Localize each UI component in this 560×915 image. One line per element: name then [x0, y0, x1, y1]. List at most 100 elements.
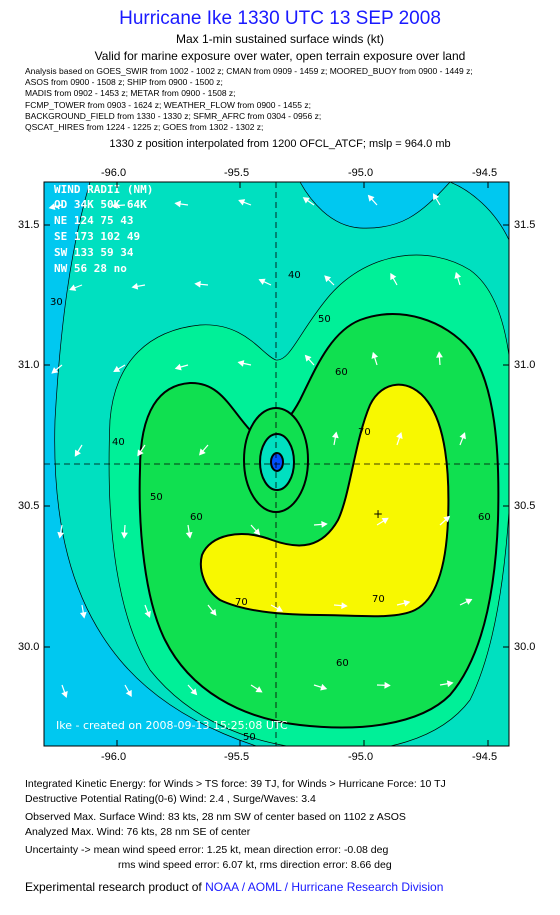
- wind-arrow-head: [48, 203, 56, 211]
- wind-arrow-head: [341, 602, 348, 609]
- subtitle-validity: Valid for marine exposure over water, op…: [94, 49, 466, 63]
- footer-prefix: Experimental research product of: [25, 880, 206, 894]
- source-line: ASOS from 0900 - 1508 z; SHIP from 0900 …: [25, 77, 223, 88]
- source-line: QSCAT_HIRES from 1224 - 1225 z; GOES fro…: [25, 122, 264, 133]
- wind-radii-title: WIND RADII (NM): [54, 183, 153, 196]
- wind-arrow-head: [74, 449, 81, 457]
- lat-tick-right: 31.5: [514, 219, 536, 231]
- wind-arrow-head: [432, 193, 440, 201]
- wind-arrow-head: [446, 680, 454, 688]
- lat-tick-right: 31.0: [514, 359, 536, 371]
- contour-label: 70: [235, 597, 248, 608]
- wind-arrow-head: [443, 515, 451, 523]
- wind-arrow-head: [199, 448, 206, 456]
- page-title: Hurricane Ike 1330 UTC 13 SEP 2008: [119, 8, 441, 29]
- contour-labels: 40 50 60 70 30 40 50 60 70 60 70 60 50: [50, 270, 491, 743]
- lat-tick-right: 30.0: [514, 641, 536, 653]
- contour-label: 60: [478, 512, 491, 523]
- wind-arrow-head: [111, 202, 118, 209]
- lat-tick-left: 30.0: [18, 641, 40, 653]
- credit-text: Ike - created on 2008-09-13 15:25:08 UTC: [56, 719, 288, 732]
- wind-arrow-head: [371, 351, 379, 359]
- wind-arrow-head: [465, 598, 473, 605]
- wind-arrow-head: [454, 271, 462, 279]
- contour-label: 50: [150, 492, 163, 503]
- wind-arrow-head: [51, 367, 59, 374]
- uncertainty-rms: rms wind speed error: 6.07 kt, rms direc…: [118, 859, 392, 871]
- contour-label: 40: [288, 270, 301, 281]
- contour-label: 30: [50, 297, 63, 308]
- wind-arrow-head: [57, 531, 65, 539]
- contour-label: 60: [190, 512, 203, 523]
- contour-label: 60: [335, 367, 348, 378]
- wind-arrow-head: [137, 449, 144, 457]
- wind-arrow-head: [113, 365, 121, 373]
- axis-ticks: [44, 182, 509, 746]
- wind-arrow-head: [403, 599, 411, 607]
- subtitle-units: Max 1-min sustained surface winds (kt): [175, 32, 385, 46]
- wind-arrow-head: [255, 686, 263, 693]
- wind-arrow-head: [320, 683, 328, 691]
- wind-arrow-head: [367, 194, 375, 202]
- wind-radii-table: WIND RADII (NM) QD 34K 50K 64K NE 124 75…: [54, 183, 153, 275]
- wind-arrow-head: [131, 282, 139, 290]
- max-wind-marker: +: [373, 507, 383, 521]
- wind-arrow-head: [275, 605, 284, 612]
- lat-tick-right: 30.5: [514, 500, 536, 512]
- dpr-stat: Destructive Potential Rating(0-6) Wind: …: [25, 793, 316, 805]
- wind-arrow-head: [121, 532, 128, 539]
- footer-org-link[interactable]: NOAA / AOML / Hurricane Research Divisio…: [205, 880, 444, 894]
- source-line: BACKGROUND_FIELD from 1330 - 1330 z; SFM…: [25, 110, 322, 121]
- lon-tick-top: -96.0: [101, 167, 127, 179]
- wind-arrow-head: [174, 363, 182, 371]
- wind-arrow-head: [69, 284, 77, 291]
- wind-arrow-head: [190, 688, 198, 696]
- lon-tick-bottom: -95.0: [348, 751, 374, 763]
- wind-arrow-head: [61, 690, 68, 698]
- wind-arrow-head: [304, 354, 312, 362]
- source-line: FCMP_TOWER from 0903 - 1624 z; WEATHER_F…: [25, 99, 311, 110]
- wind-arrow-head: [384, 681, 391, 689]
- lon-tick-top: -94.5: [472, 167, 498, 179]
- contour-label: 60: [336, 658, 349, 669]
- contour-label: 50: [318, 314, 331, 325]
- analyzed-max-wind: Analyzed Max. Wind: 76 kts, 28 nm SE of …: [25, 826, 251, 838]
- wind-radii-header: QD 34K 50K 64K: [54, 198, 147, 211]
- wind-vectors: [48, 193, 473, 698]
- wind-radii-row: NE 124 75 43: [54, 214, 133, 227]
- lon-tick-bottom: -94.5: [472, 751, 498, 763]
- uncertainty-mean: Uncertainty -> mean wind speed error: 1.…: [25, 844, 389, 856]
- observed-max-wind: Observed Max. Surface Wind: 83 kts, 28 n…: [25, 811, 406, 823]
- wind-arrow-head: [258, 278, 266, 285]
- lat-tick-left: 31.0: [18, 359, 40, 371]
- wind-arrow-head: [209, 608, 217, 616]
- wind-arrow-head: [321, 521, 328, 528]
- wind-arrow-head: [237, 360, 245, 367]
- lat-tick-left: 31.5: [18, 219, 40, 231]
- contour-label: 40: [112, 437, 125, 448]
- map-frame: [43, 181, 510, 747]
- wind-arrow-head: [390, 272, 397, 281]
- wind-arrow-head: [253, 528, 261, 536]
- lat-tick-left: 30.5: [18, 500, 40, 512]
- wind-arrow-head: [302, 197, 310, 204]
- wind-arrow-head: [238, 199, 246, 206]
- wind-arrow-head: [396, 431, 403, 439]
- footer: Experimental research product of NOAA / …: [25, 880, 443, 894]
- lon-tick-top: -95.0: [348, 167, 374, 179]
- contour-label: 70: [358, 427, 371, 438]
- source-line: MADIS from 0902 - 1453 z; METAR from 090…: [25, 88, 236, 99]
- wind-radii-row: NW 56 28 no: [54, 262, 127, 275]
- wind-arrow-head: [185, 531, 193, 539]
- wind-arrow-head: [144, 610, 151, 618]
- ike-stat: Integrated Kinetic Energy: for Winds > T…: [25, 778, 446, 790]
- lon-tick-bottom: -95.5: [224, 751, 250, 763]
- wind-arrow-head: [381, 517, 389, 524]
- contour-label: 50: [243, 732, 256, 743]
- wind-arrow-head: [331, 431, 339, 439]
- lon-tick-top: -95.5: [224, 167, 250, 179]
- source-line: Analysis based on GOES_SWIR from 1002 - …: [25, 66, 473, 76]
- wind-arrow-head: [436, 351, 443, 358]
- lon-tick-bottom: -96.0: [101, 751, 127, 763]
